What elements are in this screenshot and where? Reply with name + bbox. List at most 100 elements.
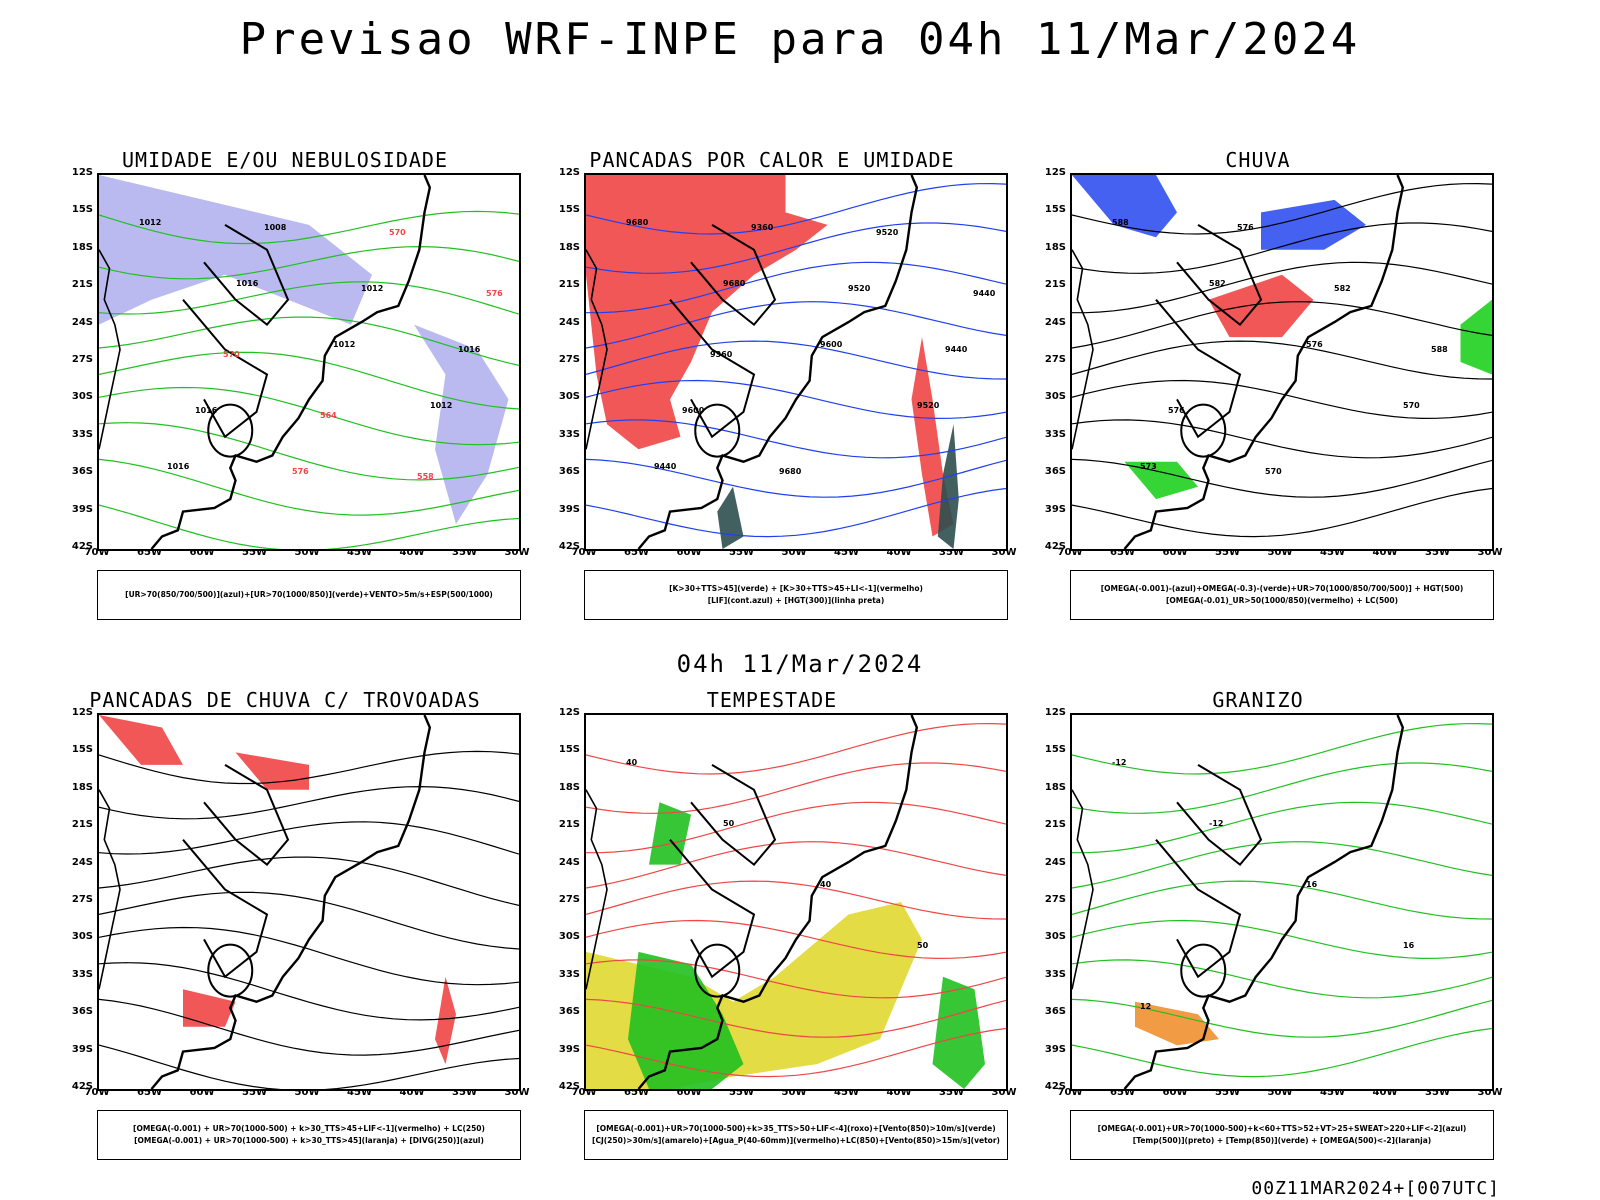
latitude-tick-label: 30S (1044, 391, 1066, 403)
coastline (637, 715, 919, 1089)
contour-value-label: 576 (1168, 406, 1185, 415)
contour-value-label: 40 (626, 758, 638, 767)
contour-line (99, 998, 519, 1056)
contour-value-label: 582 (1209, 279, 1226, 288)
contour-value-label: 570 (1265, 467, 1282, 476)
shaded-field (649, 802, 691, 865)
legend-box: [OMEGA(-0.001)-(azul)+OMEGA(-0.3)-(verde… (1070, 570, 1494, 620)
longitude-tick-label: 45W (1320, 1087, 1345, 1098)
contour-value-label: 9360 (710, 350, 733, 359)
contour-line (99, 926, 519, 986)
latitude-tick-label: 12S (558, 707, 580, 718)
latitude-tick-label: 36S (1044, 466, 1066, 478)
contour-line (586, 919, 1006, 960)
legend-text: [K>30+TTS>45](verde) + [K>30+TTS>45+LI<-… (669, 584, 923, 593)
contour-value-label: 1016 (236, 279, 259, 288)
latitude-tick-label: 42S (71, 541, 93, 552)
latitude-tick-label: 39S (558, 503, 580, 515)
shaded-field (937, 424, 959, 549)
latitude-tick-label: 15S (71, 744, 93, 756)
contour-line (99, 281, 519, 315)
state-border (690, 764, 777, 866)
contour-value-label: 40 (820, 880, 832, 889)
longitude-tick-label: 60W (1162, 1087, 1188, 1098)
legend-text: [OMEGA(-0.001)-(azul)+OMEGA(-0.3)-(verde… (1100, 584, 1464, 593)
mid-date-label: 04h 11/Mar/2024 (676, 650, 924, 678)
panel-title: PANCADAS POR CALOR E UMIDADE (589, 148, 955, 172)
latitude-tick-label: 30S (1044, 931, 1066, 943)
contour-line (1072, 801, 1492, 854)
longitude-tick-label: 35W (939, 547, 964, 558)
contour-value-label: 573 (1140, 462, 1157, 471)
latitude-tick-label: 21S (558, 279, 580, 291)
latitude-tick-label: 33S (1044, 428, 1066, 440)
uruguay-outline (1180, 403, 1227, 458)
coastline (1123, 175, 1405, 549)
latitude-tick-label: 12S (558, 167, 580, 178)
contour-value-label: 1016 (195, 406, 218, 415)
contour-value-label: 1012 (361, 284, 383, 293)
longitude-tick-label: 50W (294, 1087, 320, 1098)
country-border (182, 839, 269, 979)
latitude-tick-label: 15S (558, 744, 580, 756)
longitude-tick-label: 40W (886, 1087, 912, 1098)
latitude-tick-label: 18S (71, 781, 93, 793)
latitude-tick-label: 21S (1044, 819, 1066, 831)
contour-line (586, 261, 1006, 314)
longitude-tick-label: 30W (504, 547, 530, 558)
map-panel-chuva: CHUVA 12S 15S 18S 21S 24S 27S 30S 33S 36S 39S 42S 70… (1038, 148, 1502, 628)
contour-line (586, 379, 1006, 420)
contour-value-label: 9440 (945, 345, 968, 354)
contour-line (586, 182, 1006, 235)
contour-value-label: 9440 (973, 289, 996, 298)
longitude-tick-label: 45W (347, 1087, 372, 1098)
shaded-field (99, 715, 183, 765)
panel-title: UMIDADE E/OU NEBULOSIDADE (121, 148, 449, 172)
map-panel-pancadas-calor: PANCADAS POR CALOR E UMIDADE 12S 15S 18S 21S… (552, 148, 1016, 628)
latitude-tick-label: 18S (558, 781, 580, 793)
shaded-field (1460, 299, 1492, 375)
latitude-tick-label: 36S (71, 1006, 93, 1018)
longitude-tick-label: 45W (834, 547, 859, 558)
contour-value-label: 582 (1334, 284, 1351, 293)
latitude-tick-label: 33S (558, 968, 580, 980)
map-plot-area: 9680 9680 9600 9520 9440 9360 9520 9440 9600 9680… (584, 173, 1008, 551)
border-line (1072, 789, 1094, 990)
panel-title: GRANIZO (1212, 688, 1304, 712)
legend-box: [OMEGA(-0.001)+UR>70(1000-500)+k<60+TTS>… (1070, 1110, 1494, 1160)
longitude-tick-label: 70W (1057, 547, 1083, 558)
shaded-field (183, 989, 236, 1027)
contour-value-label: 9600 (820, 340, 843, 349)
contour-value-label: 576 (1237, 223, 1254, 232)
state-border (1176, 224, 1263, 326)
longitude-tick-label: 60W (189, 547, 215, 558)
longitude-tick-label: 35W (1425, 1087, 1450, 1098)
latitude-tick-label: 30S (558, 391, 580, 403)
latitude-tick-label: 42S (558, 541, 580, 552)
longitude-tick-label: 50W (781, 547, 807, 558)
latitude-tick-label: 27S (71, 354, 93, 365)
map-svg: 9680 9680 9600 9520 9440 9360 9520 9440 9600 9680… (586, 175, 1006, 549)
latitude-tick-label: 24S (1044, 856, 1066, 868)
contour-value-label: 570 (1403, 401, 1420, 410)
map-svg: 1012 1016 1012 1012 1016 1008 1012 1016 1016 576 5… (99, 175, 519, 549)
contour-value-label: 564 (320, 411, 337, 420)
map-plot-area (97, 713, 521, 1091)
shaded-field (1135, 1001, 1219, 1046)
latitude-tick-label: 33S (1044, 968, 1066, 980)
latitude-tick-label: 30S (558, 931, 580, 943)
latitude-tick-label: 33S (71, 968, 93, 980)
latitude-tick-label: 12S (1044, 707, 1066, 718)
latitude-tick-label: 21S (71, 279, 93, 291)
map-panel-tempestade: TEMPESTADE 12S 15S 18S 21S 24S 27S 30S 33S 36S 39S… (552, 688, 1016, 1168)
longitude-tick-label: 45W (347, 547, 372, 558)
contour-line (99, 856, 519, 906)
longitude-tick-label: 65W (624, 547, 649, 558)
latitude-tick-label: 36S (1044, 1006, 1066, 1018)
panel-title: PANCADAS DE CHUVA C/ TROVOADAS (89, 688, 481, 712)
coastline (637, 175, 919, 549)
uruguay-outline (694, 943, 741, 998)
contour-value-label: 50 (917, 941, 929, 950)
contour-line (586, 222, 1006, 274)
legend-box: [UR>70(850/700/500)](azul)+[UR>70(1000/8… (97, 570, 521, 620)
